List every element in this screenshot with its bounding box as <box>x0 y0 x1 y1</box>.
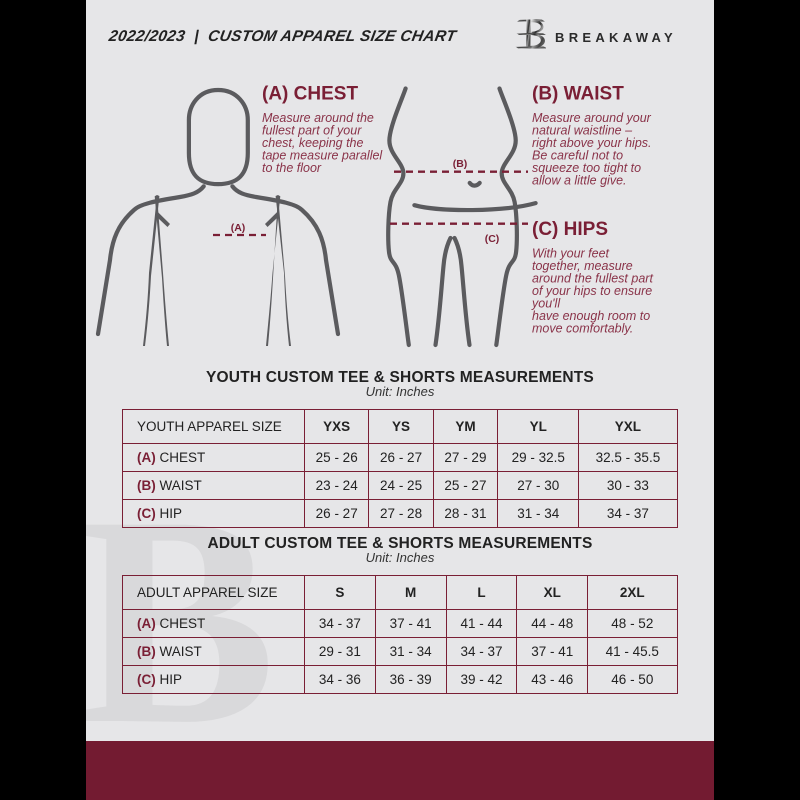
svg-text:(C): (C) <box>485 233 500 245</box>
svg-text:(A): (A) <box>231 222 246 234</box>
svg-text:(B) WAIST: (B) WAIST <box>532 83 624 104</box>
svg-text:to the floor: to the floor <box>262 161 322 175</box>
svg-text:(A) CHEST: (A) CHEST <box>262 83 358 104</box>
svg-text:(B): (B) <box>453 158 468 170</box>
svg-text:(C) HIPS: (C) HIPS <box>532 219 608 240</box>
svg-text:move comfortably.: move comfortably. <box>532 322 633 336</box>
svg-text:allow a little give.: allow a little give. <box>532 173 627 187</box>
